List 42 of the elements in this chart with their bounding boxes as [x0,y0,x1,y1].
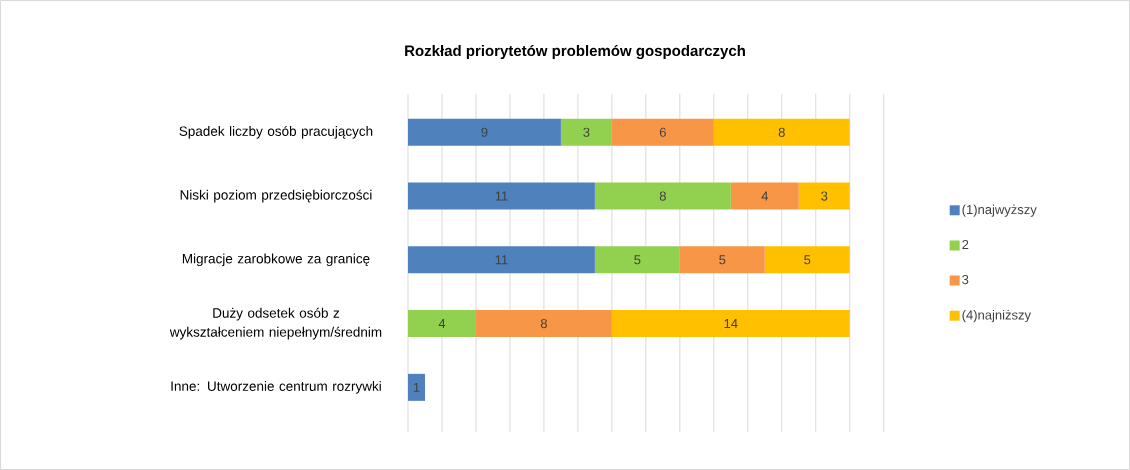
bar [408,373,425,401]
y-tick-label: Migracje zarobkowe za granicę [182,253,370,267]
bar [408,310,476,338]
data-label: 5 [804,255,811,265]
bar [730,182,799,210]
bar [594,182,731,210]
bar [560,118,612,146]
bar [713,118,850,146]
data-label: 14 [724,319,738,329]
data-label: 5 [719,255,726,265]
legend-label: 2 [962,239,969,250]
bar [611,310,850,338]
y-tick-label: Duży odsetek osób z wykształceniem niepełnym/średnim [169,307,382,340]
data-label: 1 [413,382,420,392]
data-label: 11 [495,191,508,201]
bar [764,246,850,274]
data-label: 9 [481,127,488,137]
data-label: 3 [583,127,590,137]
data-label: 5 [634,255,641,265]
y-tick-label: Niski poziom przedsiębiorczości [180,189,372,203]
data-label: 8 [778,127,785,137]
data-label: 8 [540,318,547,329]
data-label: 11 [495,255,508,265]
bar [611,118,714,146]
data-label: 6 [659,127,666,137]
chart-title: Rozkład priorytetów problemów gospodarczych [405,44,745,60]
bar [408,182,595,210]
y-tick-label: Inne: Utworzenie centrum rozrywki [171,381,381,394]
bar [798,182,850,210]
legend-label: 3 [962,274,969,285]
data-label: 4 [761,191,769,201]
bar [594,246,680,274]
data-label: 4 [438,319,446,329]
y-tick-label: Spadek liczby osób pracujących [179,125,373,139]
bar [475,310,612,338]
legend-label: (1)najwyższy [962,204,1037,217]
data-label: 3 [821,191,828,201]
bar [679,246,765,274]
bar [408,118,561,146]
data-label: 8 [659,191,666,201]
legend-label: (4)najniższy [962,310,1031,323]
bar [408,246,595,274]
